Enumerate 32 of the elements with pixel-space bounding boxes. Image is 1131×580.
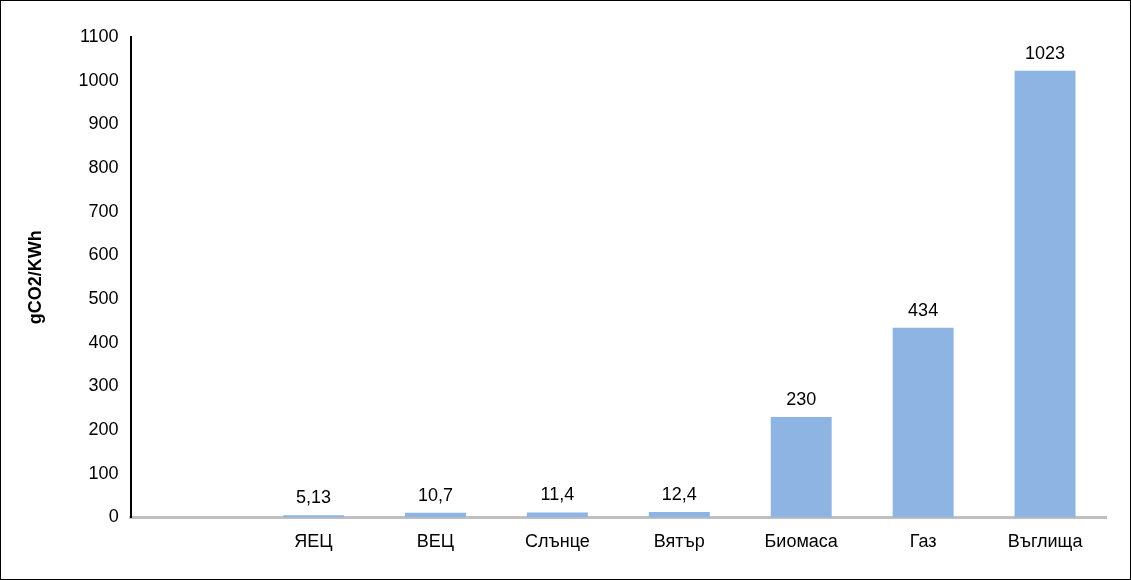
- bar: [648, 511, 710, 518]
- x-tick-label: Биомаса: [764, 531, 839, 552]
- x-tick-label: Газ: [909, 531, 937, 552]
- y-tick-label: 100: [88, 462, 119, 483]
- y-tick-label: 200: [88, 419, 119, 440]
- x-tick-label: Вятър: [653, 531, 705, 552]
- bar: [770, 416, 832, 518]
- y-axis-title: gCO2/KWh: [24, 230, 45, 325]
- x-tick-label: ЯЕЦ: [294, 531, 333, 552]
- bar: [526, 512, 588, 518]
- y-tick-label: 700: [88, 200, 119, 221]
- data-label: 434: [908, 299, 939, 320]
- y-tick-label: 900: [88, 113, 119, 134]
- y-tick-label: 600: [88, 244, 119, 265]
- x-tick-label: Въглища: [1007, 531, 1084, 552]
- y-tick-label: 1000: [78, 69, 119, 90]
- data-label: 230: [786, 388, 817, 409]
- y-tick-label: 1100: [79, 25, 119, 46]
- bar: [892, 327, 954, 518]
- data-label: 5,13: [296, 487, 332, 508]
- y-tick-label: 400: [88, 331, 119, 352]
- y-tick-label: 300: [88, 375, 119, 396]
- x-tick-label: Слънце: [524, 531, 590, 552]
- x-tick-label: ВЕЦ: [416, 531, 455, 552]
- y-tick-label: 800: [88, 156, 119, 177]
- y-tick-label: 500: [88, 288, 119, 309]
- data-label: 12,4: [661, 483, 697, 504]
- data-label: 10,7: [417, 484, 453, 505]
- data-label: 11,4: [540, 484, 575, 505]
- bar: [1014, 70, 1076, 518]
- y-tick-label: 0: [108, 506, 119, 527]
- data-label: 1023: [1025, 42, 1066, 63]
